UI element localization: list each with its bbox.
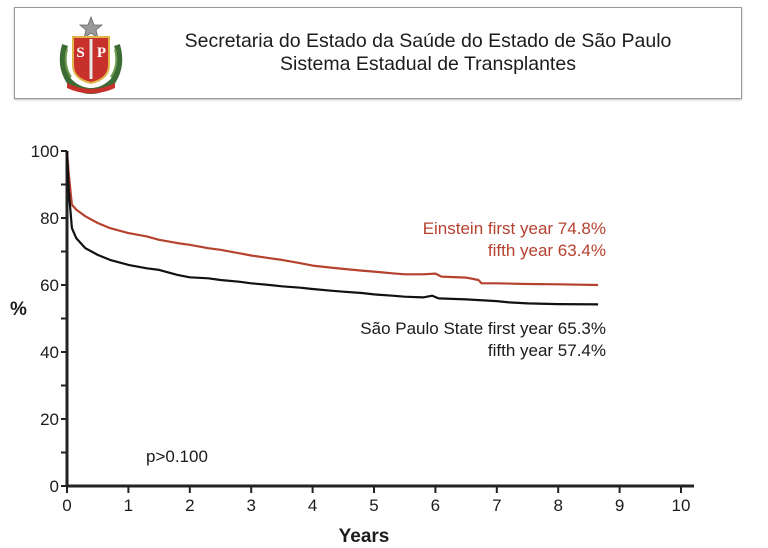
state-annotation-line-2: fifth year 57.4% bbox=[488, 341, 606, 360]
x-tick-label: 1 bbox=[124, 496, 133, 515]
x-tick-label: 6 bbox=[431, 496, 440, 515]
svg-text:S: S bbox=[76, 45, 84, 61]
p-value-annotation: p>0.100 bbox=[146, 447, 208, 466]
y-axis-label: % bbox=[10, 299, 27, 320]
y-tick-label: 40 bbox=[40, 343, 59, 362]
chart-series bbox=[65, 150, 599, 306]
series-line-einstein bbox=[65, 150, 599, 287]
x-tick-label: 8 bbox=[553, 496, 562, 515]
sao-paulo-state-seal-logo: S P bbox=[59, 15, 123, 95]
x-tick-label: 5 bbox=[369, 496, 378, 515]
y-tick-label: 0 bbox=[50, 477, 59, 496]
einstein-annotation-line-2: fifth year 63.4% bbox=[488, 241, 606, 260]
header-line-1: Secretaria do Estado da Saúde do Estado … bbox=[184, 30, 672, 52]
einstein-annotation-line-1: Einstein first year 74.8% bbox=[423, 219, 606, 238]
y-tick-label: 80 bbox=[40, 209, 59, 228]
x-tick-label: 3 bbox=[246, 496, 255, 515]
state-annotation-line-1: São Paulo State first year 65.3% bbox=[360, 319, 606, 338]
y-tick-label: 100 bbox=[31, 142, 59, 161]
x-tick-label: 9 bbox=[615, 496, 624, 515]
survival-chart: 0 20 40 60 80 100 0 1 2 3 4 5 6 7 8 9 10 % Years Einstei… bbox=[10, 142, 694, 547]
y-tick-label: 20 bbox=[40, 410, 59, 429]
x-tick-label: 7 bbox=[492, 496, 501, 515]
series-line-sao-paulo-state bbox=[65, 150, 599, 306]
x-tick-label: 2 bbox=[185, 496, 194, 515]
header-title: Secretaria do Estado da Saúde do Estado … bbox=[115, 30, 741, 76]
x-tick-label: 0 bbox=[62, 496, 71, 515]
header-banner: S P Secretaria do Estado da Saúde do Est… bbox=[14, 7, 742, 99]
header-line-2: Sistema Estadual de Transplantes bbox=[280, 53, 576, 75]
x-tick-label: 4 bbox=[308, 496, 317, 515]
x-tick-label: 10 bbox=[672, 496, 691, 515]
chart-axes: 0 20 40 60 80 100 0 1 2 3 4 5 6 7 8 9 10 bbox=[31, 142, 694, 515]
y-tick-label: 60 bbox=[40, 276, 59, 295]
svg-text:P: P bbox=[97, 45, 106, 61]
x-axis-label: Years bbox=[339, 526, 390, 547]
